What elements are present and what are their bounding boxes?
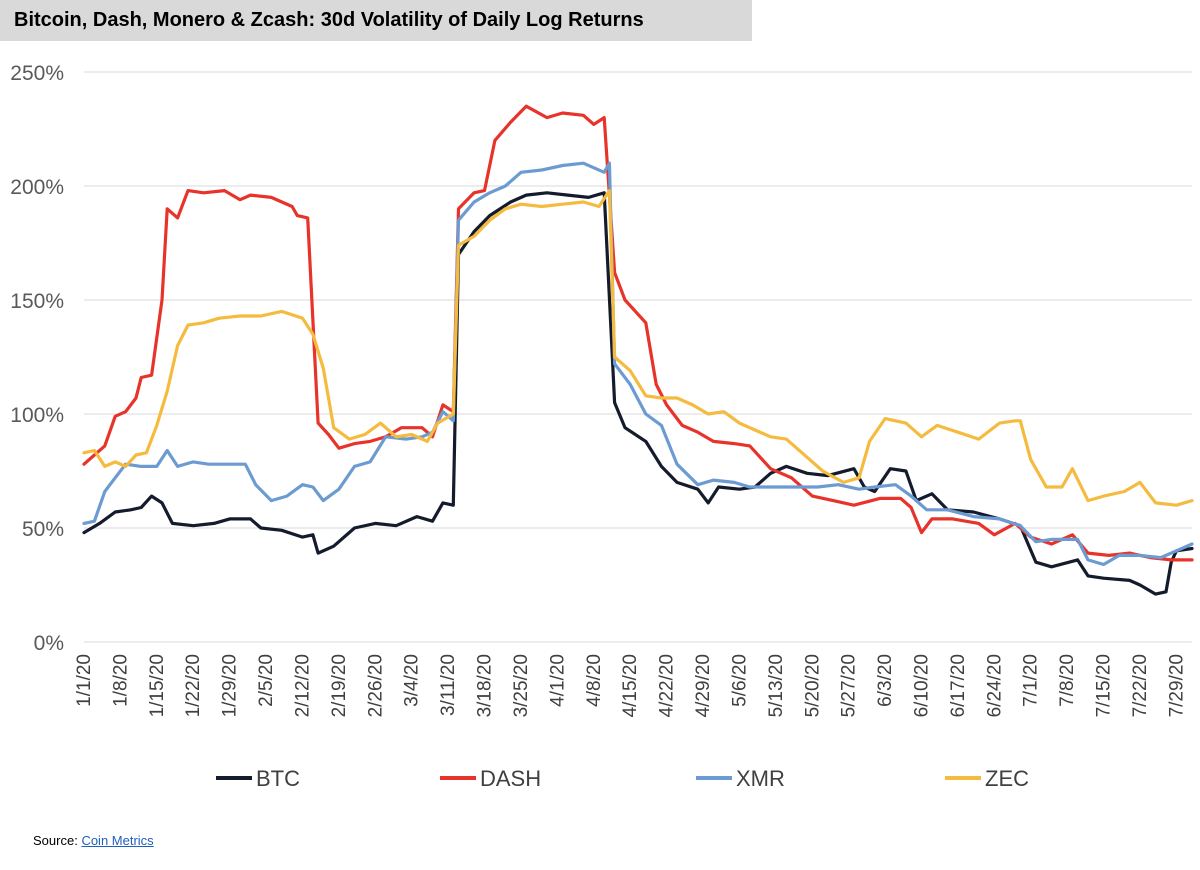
series-layer [82, 104, 1194, 596]
source-note: Source: Coin Metrics [33, 833, 154, 848]
y-tick-label: 250% [10, 62, 64, 85]
grid-layer [84, 71, 1192, 643]
x-tick-label: 3/25/20 [511, 654, 532, 717]
source-link[interactable]: Coin Metrics [81, 833, 154, 848]
x-tick-label: 3/11/20 [438, 654, 459, 716]
x-tick-label: 7/29/20 [1166, 654, 1187, 717]
chart-title-bar: Bitcoin, Dash, Monero & Zcash: 30d Volat… [0, 0, 752, 41]
x-tick-label: 2/26/20 [365, 654, 386, 717]
x-tick-label: 7/1/20 [1021, 654, 1042, 707]
y-axis-ticks: 0% 50% 100% 150% 200% 250% [10, 62, 64, 655]
chart-title: Bitcoin, Dash, Monero & Zcash: 30d Volat… [14, 9, 644, 31]
source-label: Source: [33, 833, 78, 848]
x-tick-label: 7/22/20 [1130, 654, 1151, 717]
x-tick-label: 5/13/20 [766, 654, 787, 717]
x-tick-label: 2/19/20 [329, 654, 350, 717]
x-tick-label: 4/15/20 [620, 654, 641, 717]
x-tick-label: 1/1/20 [74, 654, 95, 707]
x-tick-label: 1/15/20 [147, 654, 168, 717]
x-tick-label: 4/29/20 [693, 654, 714, 717]
x-tick-label: 5/27/20 [839, 654, 860, 717]
y-tick-label: 100% [10, 404, 64, 427]
x-tick-label: 1/8/20 [110, 654, 131, 707]
x-axis-ticks: 1/1/20 1/8/20 1/15/20 1/22/20 1/29/20 2/5/20 2… [74, 654, 1187, 717]
legend-label-dash: DASH [480, 766, 541, 791]
x-tick-label: 5/20/20 [802, 654, 823, 717]
legend-label-btc: BTC [256, 766, 300, 791]
x-tick-label: 5/6/20 [729, 654, 750, 707]
series-line-dash [82, 104, 1194, 562]
series-line-btc [82, 191, 1194, 596]
x-tick-label: 3/18/20 [475, 654, 496, 717]
y-tick-label: 0% [34, 632, 64, 655]
x-tick-label: 6/3/20 [875, 654, 896, 707]
x-tick-label: 2/12/20 [292, 654, 313, 717]
x-tick-label: 4/22/20 [657, 654, 678, 717]
legend-label-zec: ZEC [985, 766, 1029, 791]
x-tick-label: 3/4/20 [402, 654, 423, 707]
volatility-line-chart: 0% 50% 100% 150% 200% 250% 1/1/20 1/8/20 1/15/2… [10, 62, 1194, 791]
x-tick-label: 6/17/20 [948, 654, 969, 717]
x-tick-label: 7/15/20 [1094, 654, 1115, 717]
x-tick-label: 2/5/20 [256, 654, 277, 707]
x-tick-label: 6/10/20 [912, 654, 933, 717]
x-tick-label: 4/1/20 [547, 654, 568, 707]
legend: BTC DASH XMR ZEC [216, 766, 1029, 791]
x-tick-label: 7/8/20 [1057, 654, 1078, 707]
series-line-xmr [82, 161, 1194, 567]
x-tick-label: 1/29/20 [220, 654, 241, 717]
y-tick-label: 200% [10, 176, 64, 199]
y-tick-label: 150% [10, 290, 64, 313]
legend-label-xmr: XMR [736, 766, 785, 791]
x-tick-label: 4/8/20 [584, 654, 605, 707]
y-tick-label: 50% [22, 518, 64, 541]
series-line-zec [82, 189, 1194, 507]
x-tick-label: 1/22/20 [183, 654, 204, 717]
x-tick-label: 6/24/20 [984, 654, 1005, 717]
